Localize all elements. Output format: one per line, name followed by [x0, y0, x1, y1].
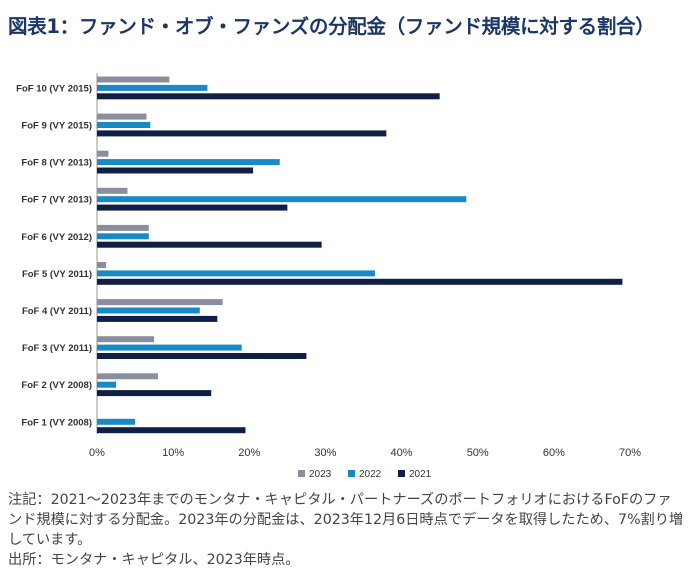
category-label: FoF 1 (VY 2008): [21, 417, 92, 428]
bar-2021: [97, 353, 307, 359]
bar-2023: [97, 76, 170, 83]
legend-swatch-2021: [398, 470, 405, 477]
bar-2022: [97, 196, 467, 203]
bar-2022: [97, 270, 375, 277]
bar-2023: [97, 187, 128, 194]
category-label: FoF 5 (VY 2011): [22, 269, 92, 280]
bar-2023: [97, 224, 149, 231]
bar-2021: [97, 278, 623, 285]
legend-label-2021: 2021: [409, 469, 432, 480]
category-label: FoF 10 (VY 2015): [16, 83, 92, 94]
bar-2021: [97, 204, 288, 211]
bar-2023: [97, 262, 107, 268]
category-label: FoF 8 (VY 2013): [21, 158, 92, 169]
bar-2022: [97, 381, 117, 388]
x-tick-label: 50%: [467, 447, 489, 459]
bar-2023: [97, 150, 109, 157]
x-tick-label: 20%: [238, 447, 260, 459]
bar-2022: [97, 122, 151, 128]
x-tick-label: 30%: [314, 447, 336, 459]
bar-2022: [97, 159, 280, 166]
x-tick-label: 60%: [543, 447, 565, 459]
bar-chart: FoF 10 (VY 2015) FoF 9 (VY 2015) FoF 8 (VY…: [16, 73, 641, 480]
bar-2023: [97, 373, 158, 380]
bar-2021: [97, 315, 218, 322]
legend-label-2023: 2023: [309, 469, 332, 480]
legend-swatch-2022: [348, 470, 355, 477]
bar-2021: [97, 427, 246, 434]
category-label: FoF 6 (VY 2012): [21, 232, 92, 243]
category-label: FoF 3 (VY 2011): [22, 343, 92, 354]
category-label: FoF 2 (VY 2008): [21, 380, 92, 391]
bar-2023: [97, 299, 223, 306]
x-tick-label: 70%: [619, 447, 641, 459]
x-tick-label: 0%: [89, 447, 105, 459]
category-label: FoF 7 (VY 2013): [21, 195, 92, 206]
x-tick-label: 40%: [391, 447, 413, 459]
bar-2022: [97, 307, 200, 314]
legend-label-2022: 2022: [359, 469, 382, 480]
bar-2022: [97, 344, 242, 351]
bar-2022: [97, 84, 208, 91]
chart-notes: 注記：2021～2023年までのモンタナ・キャピタル・パートナーズのポートフォリ…: [8, 490, 684, 570]
source-text: 出所：モンタナ・キャピタル、2023年時点。: [8, 552, 300, 568]
category-label: FoF 9 (VY 2015): [21, 121, 92, 132]
bar-2023: [97, 336, 155, 343]
bar-2021: [97, 241, 322, 248]
page-title: 図表1：ファンド・オブ・ファンズの分配金（ファンド規模に対する割合）: [8, 15, 655, 38]
bar-2021: [97, 93, 440, 100]
bar-2022: [97, 233, 149, 240]
bar-2022: [97, 418, 136, 425]
bar-2021: [97, 130, 387, 137]
bar-2021: [97, 167, 254, 174]
bar-2023: [97, 113, 147, 120]
category-label: FoF 4 (VY 2011): [22, 306, 92, 317]
legend-swatch-2023: [298, 470, 305, 477]
note-text: 注記：2021～2023年までのモンタナ・キャピタル・パートナーズのポートフォリ…: [8, 492, 684, 548]
bar-2021: [97, 390, 212, 397]
x-tick-label: 10%: [162, 447, 184, 459]
